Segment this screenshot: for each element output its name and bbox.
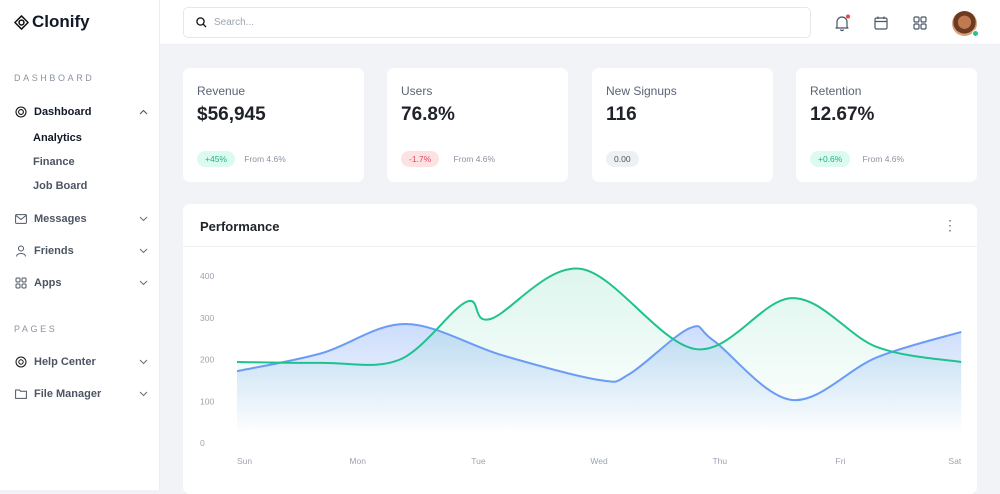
x-tick-label: Tue	[471, 456, 486, 466]
section-label-dashboard: DASHBOARD	[14, 73, 95, 83]
divider	[183, 246, 977, 247]
folder-icon	[14, 387, 28, 401]
change-badge: +45%	[197, 151, 235, 167]
search-input[interactable]	[214, 17, 774, 28]
x-tick-label: Wed	[590, 456, 608, 466]
stat-label: Retention	[810, 84, 862, 98]
change-badge: -1.7%	[401, 151, 440, 167]
sidebar-item-label: File Manager	[34, 388, 102, 400]
apps-button[interactable]	[911, 14, 929, 32]
apps-grid-icon	[913, 16, 927, 30]
comparison-text: From 4.6%	[862, 154, 905, 164]
stat-card-new-signups: New Signups 116 0.00	[592, 68, 773, 182]
stat-value: 76.8%	[401, 104, 455, 125]
stat-value: 116	[606, 104, 637, 125]
stat-label: New Signups	[606, 84, 677, 98]
sidebar-subitem-finance[interactable]: Finance	[33, 156, 75, 168]
stat-card-revenue: Revenue $56,945 +45% From 4.6%	[183, 68, 364, 182]
comparison-text: From 4.6%	[453, 154, 496, 164]
stat-card-retention: Retention 12.67% +0.6% From 4.6%	[796, 68, 977, 182]
performance-chart: 0 100 200 300 400 Sun Mon Tue Wed Thu Fri Sat	[200, 267, 962, 466]
y-tick-label: 200	[200, 355, 214, 365]
change-badge: +0.6%	[810, 151, 851, 167]
section-label-pages: PAGES	[14, 324, 58, 334]
calendar-button[interactable]	[872, 14, 890, 32]
logo[interactable]: Clonify	[14, 12, 90, 32]
sidebar-item-label: Apps	[34, 277, 62, 289]
x-tick-label: Mon	[349, 456, 366, 466]
grid-icon	[14, 276, 28, 290]
sidebar-item-label: Dashboard	[34, 106, 92, 118]
chevron-down-icon	[139, 277, 148, 289]
change-badge: 0.00	[606, 151, 639, 167]
sidebar-item-label: Messages	[34, 213, 87, 225]
sidebar-item-label: Help Center	[34, 356, 96, 368]
y-tick-label: 300	[200, 313, 214, 323]
sidebar-item-file-manager[interactable]: File Manager	[14, 387, 148, 401]
performance-title: Performance	[200, 219, 280, 234]
sidebar-item-apps[interactable]: Apps	[14, 276, 148, 290]
stat-label: Revenue	[197, 84, 246, 98]
series-line-1	[236, 267, 962, 366]
notifications-button[interactable]	[833, 14, 851, 32]
more-options-icon[interactable]: ⋮	[943, 217, 957, 233]
series-area-1	[237, 268, 962, 434]
comparison-text: From 4.6%	[244, 154, 286, 164]
sidebar: Clonify DASHBOARD Dashboard Analytics Fi…	[0, 0, 160, 490]
x-tick-label: Sun	[237, 456, 252, 466]
chevron-up-icon	[139, 106, 148, 118]
sidebar-item-messages[interactable]: Messages	[14, 212, 148, 226]
x-tick-label: Fri	[836, 456, 846, 466]
sidebar-subitem-job-board[interactable]: Job Board	[33, 180, 88, 192]
x-tick-label: Thu	[712, 456, 727, 466]
lifebuoy-icon	[14, 355, 28, 369]
sidebar-item-dashboard[interactable]: Dashboard	[14, 105, 148, 119]
sidebar-item-friends[interactable]: Friends	[14, 244, 148, 258]
chevron-down-icon	[139, 245, 148, 257]
performance-card: Performance ⋮ 0 100 200 300 400 Sun Mon Tue Wed T…	[183, 204, 977, 494]
chevron-down-icon	[139, 356, 148, 368]
user-icon	[14, 244, 28, 258]
y-tick-label: 400	[200, 271, 214, 281]
search-icon	[196, 17, 207, 28]
stat-label: Users	[401, 84, 433, 98]
avatar[interactable]	[952, 11, 979, 37]
sidebar-item-label: Friends	[34, 245, 74, 257]
search-box[interactable]	[183, 7, 811, 38]
stat-value: 12.67%	[810, 104, 875, 125]
dashboard-icon	[14, 105, 28, 119]
stat-card-users: Users 76.8% -1.7% From 4.6%	[387, 68, 568, 182]
chevron-down-icon	[139, 213, 148, 225]
series-line-0	[236, 323, 962, 402]
top-header	[160, 0, 1000, 45]
x-tick-label: Sat	[948, 456, 961, 466]
sidebar-item-help-center[interactable]: Help Center	[14, 355, 148, 369]
logo-icon	[14, 14, 29, 30]
online-status-dot	[972, 30, 979, 37]
stat-value: $56,945	[197, 104, 266, 125]
bell-icon	[835, 14, 850, 32]
y-tick-label: 100	[200, 396, 214, 406]
chevron-down-icon	[139, 388, 148, 400]
sidebar-subitem-analytics[interactable]: Analytics	[33, 132, 82, 144]
y-tick-label: 0	[200, 438, 205, 448]
mail-icon	[14, 212, 28, 226]
calendar-icon	[874, 16, 888, 30]
app-name: Clonify	[32, 12, 90, 31]
